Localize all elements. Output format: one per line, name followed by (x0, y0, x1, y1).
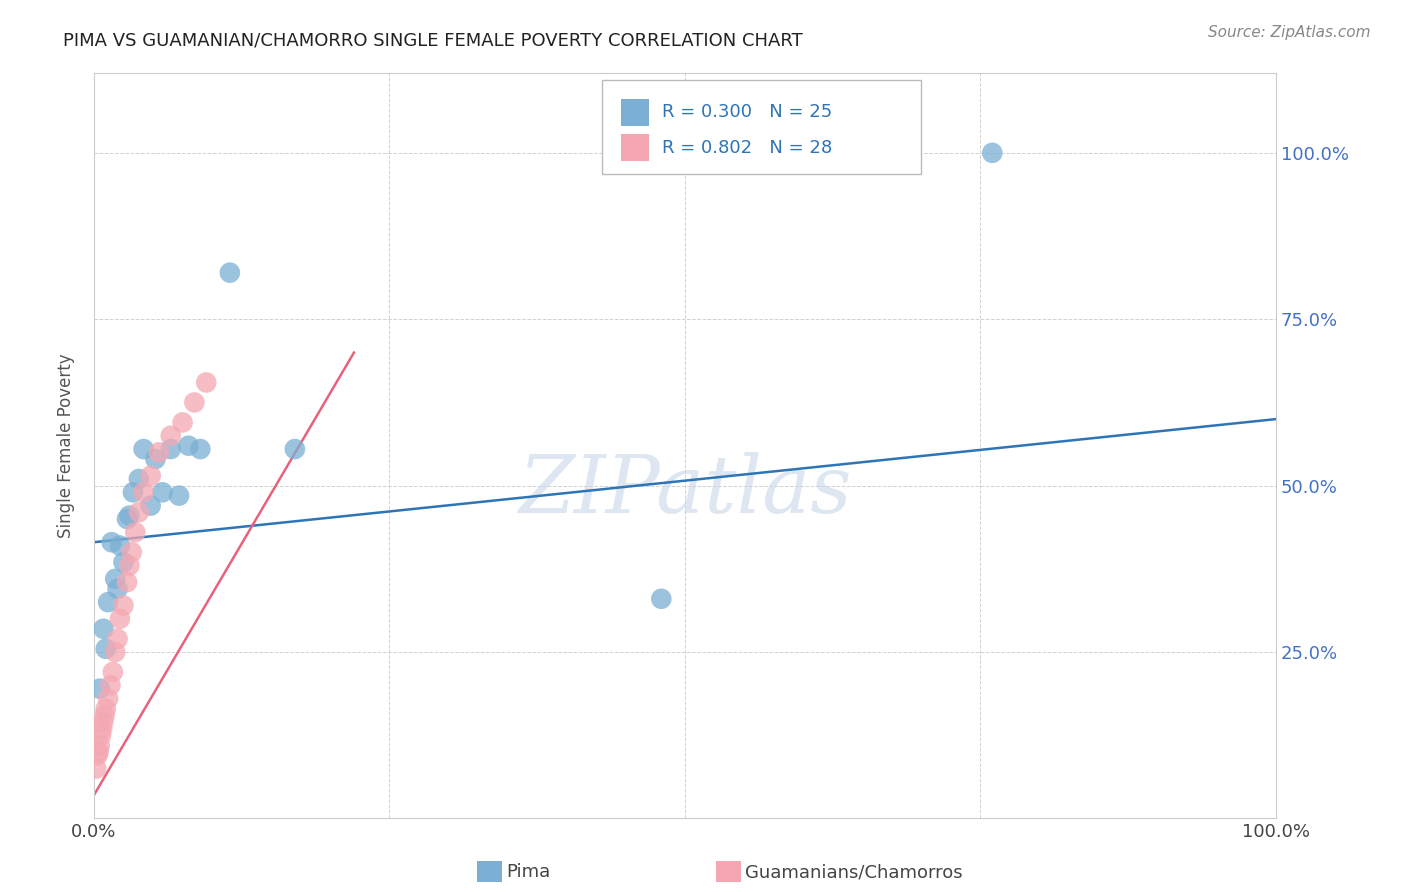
FancyBboxPatch shape (621, 134, 650, 161)
Point (100, 678, 122, 692)
Text: R = 0.300   N = 25: R = 0.300 N = 25 (662, 103, 832, 121)
Point (93, 708, 115, 723)
FancyBboxPatch shape (602, 80, 921, 174)
Point (148, 445, 170, 459)
Point (100, 535, 122, 549)
Point (118, 558, 141, 573)
Point (90, 728, 112, 742)
Point (159, 428, 181, 442)
Text: Pima: Pima (506, 863, 550, 881)
Point (132, 485, 155, 500)
Point (104, 572, 127, 586)
Point (195, 376, 218, 390)
Point (152, 485, 174, 500)
Point (172, 416, 194, 430)
Y-axis label: Single Female Poverty: Single Female Poverty (58, 353, 75, 538)
Point (94, 701, 117, 715)
Text: Source: ZipAtlas.com: Source: ZipAtlas.com (1208, 25, 1371, 40)
Point (139, 499, 162, 513)
Point (122, 485, 145, 500)
FancyBboxPatch shape (621, 99, 650, 127)
Point (128, 472, 150, 486)
Point (89, 738, 111, 752)
Point (97, 595, 120, 609)
Point (87, 745, 110, 759)
Point (91, 722, 114, 736)
Text: ZIPatlas: ZIPatlas (519, 451, 852, 529)
Point (107, 632, 129, 646)
Point (101, 665, 124, 679)
Point (145, 452, 167, 467)
Point (132, 442, 155, 456)
Point (159, 442, 181, 456)
Point (108, 539, 131, 553)
Point (107, 582, 129, 596)
Point (115, 512, 138, 526)
Point (139, 468, 162, 483)
Point (97, 691, 120, 706)
Point (89, 681, 111, 696)
Point (650, 591, 672, 606)
Point (104, 645, 127, 659)
Point (177, 439, 200, 453)
Point (284, 442, 307, 456)
Point (84, 762, 107, 776)
Text: R = 0.802   N = 28: R = 0.802 N = 28 (662, 138, 832, 156)
Point (93, 714, 115, 729)
Point (86, 748, 108, 763)
Point (94, 641, 117, 656)
Point (118, 508, 141, 523)
Point (108, 612, 131, 626)
Point (218, 266, 240, 280)
Point (121, 545, 143, 559)
Point (112, 599, 135, 613)
Text: PIMA VS GUAMANIAN/CHAMORRO SINGLE FEMALE POVERTY CORRELATION CHART: PIMA VS GUAMANIAN/CHAMORRO SINGLE FEMALE… (63, 31, 803, 49)
Point (128, 505, 150, 519)
Point (183, 395, 205, 409)
Point (167, 489, 190, 503)
Point (124, 525, 146, 540)
Point (115, 575, 138, 590)
Point (981, 145, 1004, 160)
Point (188, 442, 211, 456)
Point (93, 622, 115, 636)
Text: Guamanians/Chamorros: Guamanians/Chamorros (745, 863, 963, 881)
Point (112, 555, 135, 569)
